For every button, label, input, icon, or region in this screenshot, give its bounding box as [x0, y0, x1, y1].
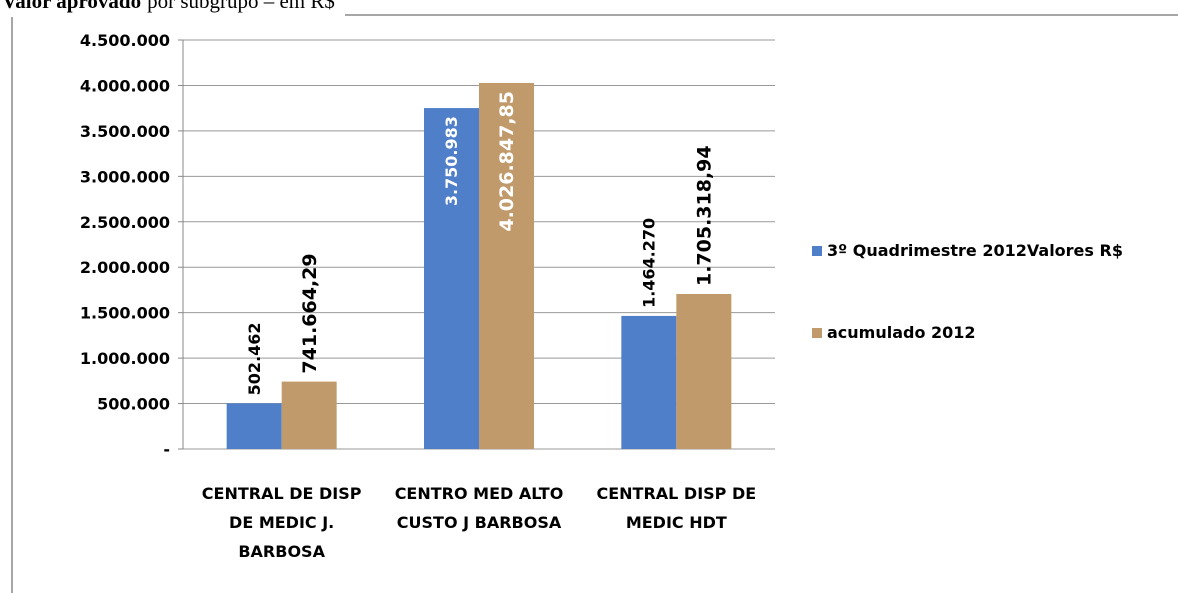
value-label: 502.462 [245, 322, 264, 395]
bar [226, 403, 282, 449]
value-label: 3.750.983 [442, 116, 461, 206]
x-tick-label: CENTRAL DE DISP DE MEDIC J. BARBOSA [201, 484, 362, 561]
value-label: 741.664,29 [299, 253, 321, 373]
legend-swatch [812, 246, 822, 256]
bar [621, 315, 677, 449]
y-tick-label: 500.000 [97, 395, 170, 414]
title-bold: Valor aprovado [2, 0, 141, 13]
y-tick-label: 2.000.000 [80, 258, 170, 277]
y-tick-label: 2.500.000 [80, 213, 170, 232]
legend-label: 3º Quadrimestre 2012Valores R$ [827, 241, 1123, 260]
legend-swatch [812, 328, 822, 338]
y-tick-label: 3.500.000 [80, 122, 170, 141]
chart-title: Valor aprovado por subgrupo – em R$ [2, 0, 335, 13]
x-tick-label: CENTRO MED ALTO CUSTO J BARBOSA [394, 484, 564, 532]
y-tick-label: 4.500.000 [80, 31, 170, 50]
bar [424, 108, 479, 449]
y-tick-label: 3.000.000 [80, 167, 170, 186]
y-tick-label: 1.500.000 [80, 304, 170, 323]
value-label: 1.705.318,94 [693, 145, 715, 286]
value-label: 1.464.270 [639, 218, 658, 308]
value-label: 4.026.847,85 [496, 91, 518, 232]
title-backdrop [0, 0, 345, 17]
chart-frame [11, 14, 1178, 593]
y-tick-label: 1.000.000 [80, 349, 170, 368]
bar [676, 294, 732, 449]
y-tick-label: 4.000.000 [80, 76, 170, 95]
bar [281, 381, 337, 449]
x-tick-label: CENTRAL DISP DE MEDIC HDT [596, 484, 757, 532]
bar [479, 83, 534, 449]
legend-label: acumulado 2012 [827, 323, 976, 342]
title-normal: por subgrupo – em R$ [147, 0, 335, 13]
y-tick-label: - [163, 440, 170, 459]
